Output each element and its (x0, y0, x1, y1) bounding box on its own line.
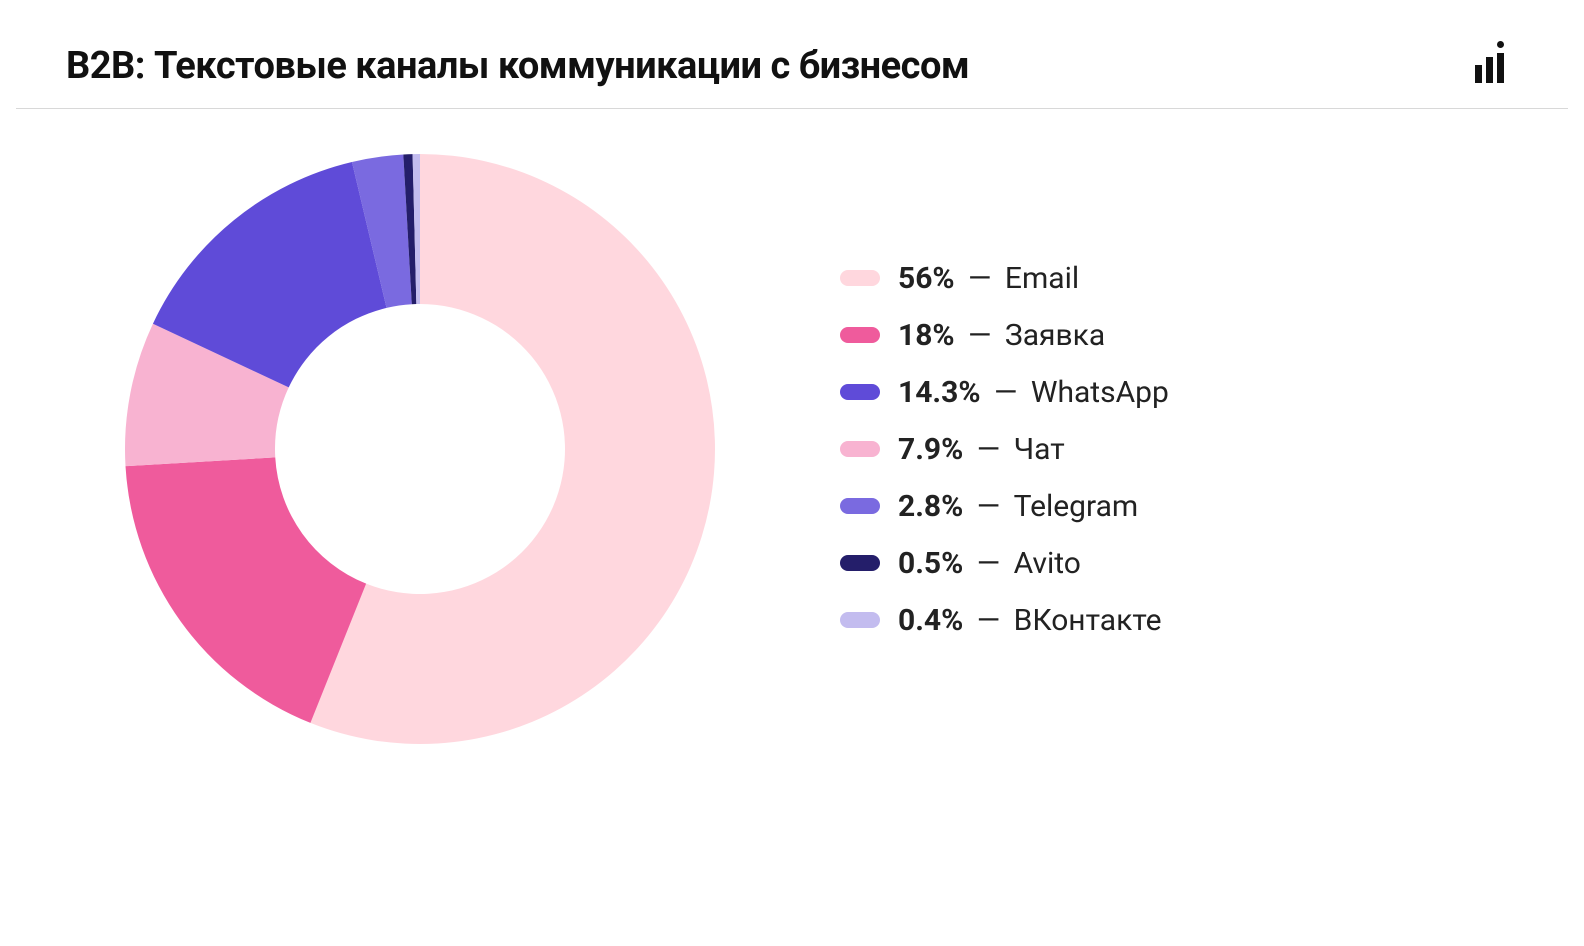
page: B2B: Текстовые каналы коммуникации с биз… (0, 0, 1584, 946)
logo-bar (1486, 57, 1493, 83)
legend-text: 7.9% — Чат (898, 432, 1065, 467)
legend-item: 2.8% — Telegram (840, 489, 1169, 524)
legend-text: 56% — Email (898, 261, 1079, 296)
bar-chart-icon (1475, 49, 1504, 83)
legend-text: 2.8% — Telegram (898, 489, 1138, 524)
donut-svg (120, 149, 720, 749)
legend-swatch (840, 498, 880, 514)
legend-swatch (840, 555, 880, 571)
header: B2B: Текстовые каналы коммуникации с биз… (16, 0, 1568, 109)
logo-dot (1497, 41, 1504, 48)
legend-item: 18% — Заявка (840, 318, 1169, 353)
logo-bar (1497, 53, 1504, 83)
legend: 56% — Email 18% — Заявка 14.3% — WhatsApp 7… (840, 261, 1169, 638)
legend-item: 14.3% — WhatsApp (840, 375, 1169, 410)
legend-text: 0.5% — Avito (898, 546, 1081, 581)
legend-item: 0.5% — Avito (840, 546, 1169, 581)
legend-swatch (840, 384, 880, 400)
page-title: B2B: Текстовые каналы коммуникации с биз… (66, 44, 969, 88)
legend-item: 56% — Email (840, 261, 1169, 296)
legend-text: 14.3% — WhatsApp (898, 375, 1169, 410)
legend-swatch (840, 270, 880, 286)
legend-text: 18% — Заявка (898, 318, 1105, 353)
legend-swatch (840, 612, 880, 628)
donut-chart (120, 149, 720, 749)
content: 56% — Email 18% — Заявка 14.3% — WhatsApp 7… (0, 109, 1584, 789)
legend-swatch (840, 327, 880, 343)
legend-swatch (840, 441, 880, 457)
legend-item: 7.9% — Чат (840, 432, 1169, 467)
logo-bar (1475, 65, 1482, 83)
legend-text: 0.4% — ВКонтакте (898, 603, 1162, 638)
legend-item: 0.4% — ВКонтакте (840, 603, 1169, 638)
